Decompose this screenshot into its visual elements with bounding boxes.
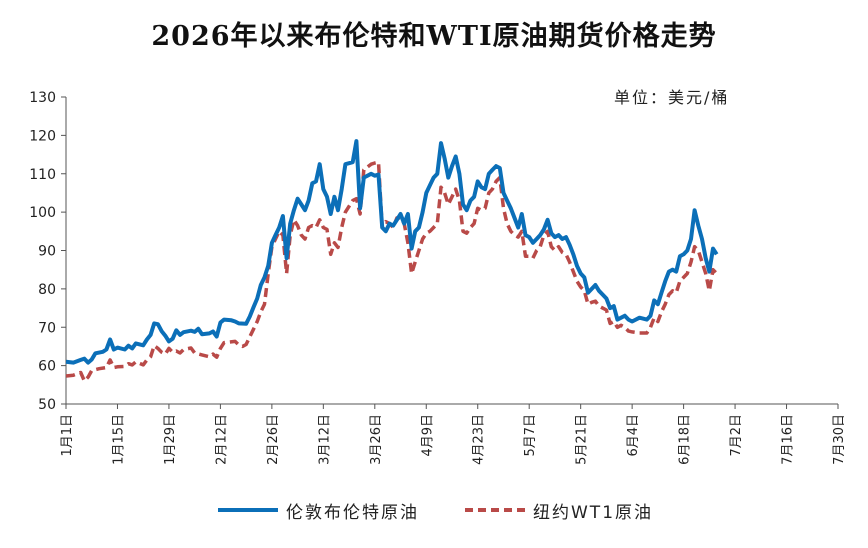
chart-title: 2026年以来布伦特和WTI原油期货价格走势	[151, 21, 717, 52]
y-tick-label: 90	[38, 244, 56, 260]
tick-labels: 50 60 70 80 90 100 110 120 130 1月1日 1月15日 1月29日 2月12…	[29, 90, 847, 465]
x-tick-label: 3月12日	[317, 414, 332, 465]
x-tick-label: 1月1日	[60, 414, 75, 457]
legend-swatch-wti	[465, 508, 525, 512]
series-lines	[65, 139, 719, 383]
legend: 伦敦布伦特原油 纽约WT1原油	[0, 492, 868, 528]
series-line-wti	[65, 160, 718, 383]
legend-label-brent: 伦敦布伦特原油	[286, 502, 419, 523]
y-tick-label: 60	[38, 359, 56, 375]
x-tick-label: 2月26日	[266, 414, 281, 465]
y-tick-label: 80	[38, 282, 56, 298]
x-tick-label: 5月21日	[575, 414, 590, 465]
x-tick-label: 4月9日	[420, 414, 435, 457]
y-tick-label: 130	[29, 90, 56, 106]
x-tick-label: 2月12日	[214, 414, 229, 465]
x-tick-label: 4月23日	[472, 414, 487, 465]
x-tick-label: 5月7日	[523, 414, 538, 457]
unit-label: 单位：美元/桶	[614, 88, 730, 107]
y-tick-label: 120	[29, 128, 56, 144]
legend-swatch-brent	[218, 508, 278, 512]
x-tick-label: 7月2日	[729, 414, 744, 457]
y-tick-label: 110	[29, 167, 56, 183]
y-tick-label: 70	[38, 320, 56, 336]
axes	[61, 96, 839, 409]
y-tick-label: 50	[38, 397, 56, 413]
x-tick-label: 6月4日	[626, 414, 641, 457]
x-tick-label: 3月26日	[369, 414, 384, 465]
legend-item-brent: 伦敦布伦特原油	[218, 492, 419, 528]
legend-item-wti: 纽约WT1原油	[465, 492, 653, 528]
series-line-brent	[65, 139, 719, 365]
legend-label-wti: 纽约WT1原油	[533, 502, 654, 523]
x-tick-label: 7月30日	[832, 414, 847, 465]
y-tick-label: 100	[29, 205, 56, 221]
x-tick-label: 7月16日	[781, 414, 796, 465]
x-tick-label: 1月29日	[163, 414, 178, 465]
x-tick-label: 6月18日	[678, 414, 693, 465]
x-tick-label: 1月15日	[111, 414, 126, 465]
